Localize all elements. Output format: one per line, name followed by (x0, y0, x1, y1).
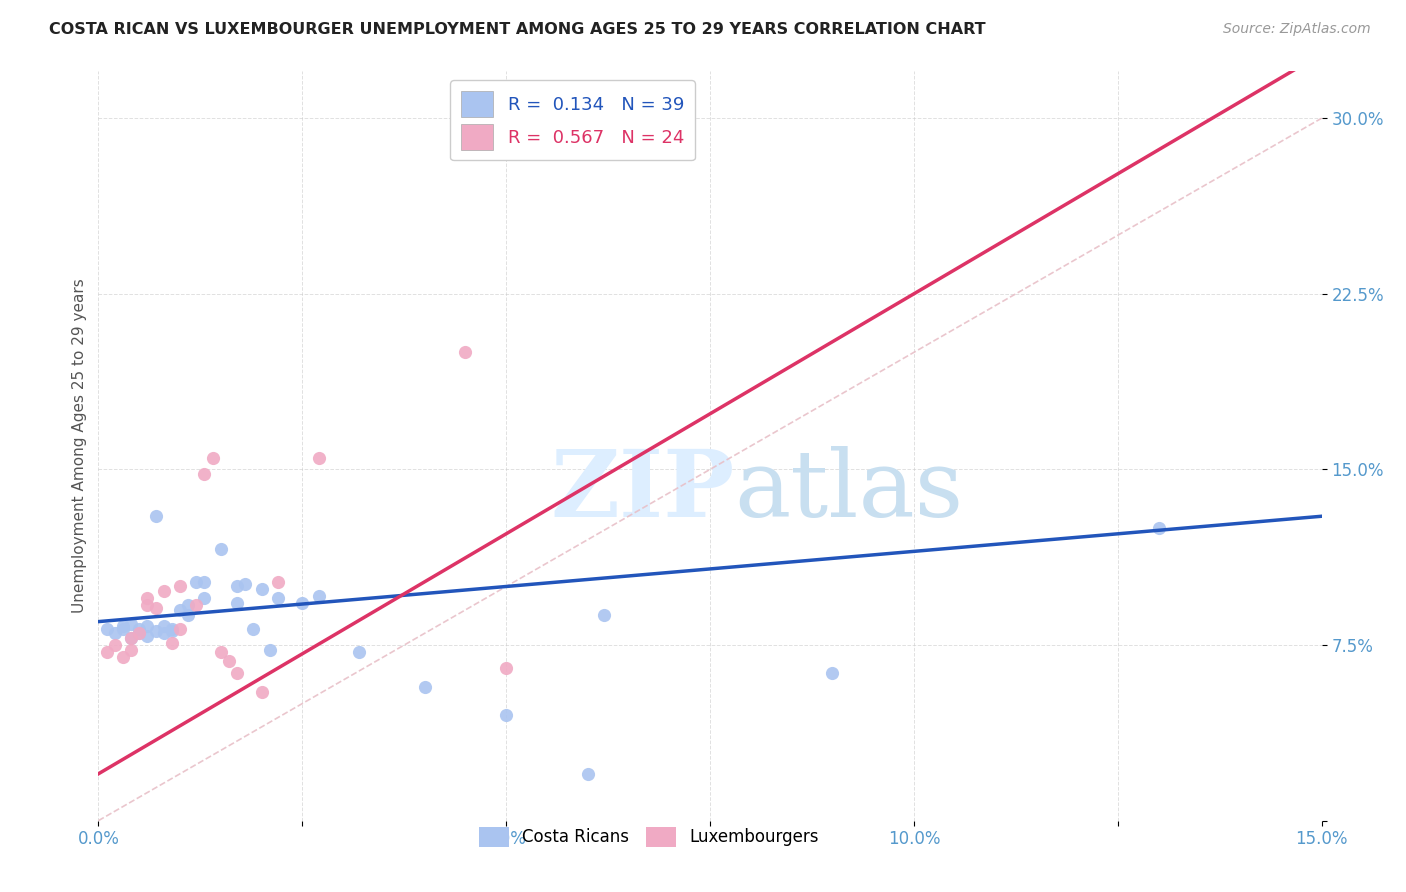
Point (201, 450, 224, 465)
Point (111, 622, 134, 636)
Point (193, 467, 215, 482)
Text: atlas: atlas (734, 446, 963, 536)
Point (308, 450, 330, 465)
Point (413, 680, 436, 694)
Point (169, 622, 191, 636)
Point (291, 596, 314, 610)
Point (145, 509, 167, 524)
Point (193, 591, 215, 606)
Point (209, 541, 232, 557)
Point (193, 574, 215, 589)
Point (136, 619, 159, 633)
Point (186, 599, 208, 613)
Point (186, 574, 208, 589)
Point (209, 645, 232, 659)
Point (495, 708, 517, 723)
Point (104, 626, 127, 640)
Text: ZIP: ZIP (550, 446, 734, 536)
Point (128, 626, 150, 640)
Point (120, 631, 142, 645)
Point (250, 582, 273, 596)
Point (160, 635, 183, 649)
Text: Source: ZipAtlas.com: Source: ZipAtlas.com (1223, 22, 1371, 37)
Point (233, 577, 256, 591)
Point (111, 649, 134, 664)
Legend: Costa Ricans, Luxembourgers: Costa Ricans, Luxembourgers (472, 820, 825, 854)
Point (128, 622, 150, 636)
Point (821, 666, 844, 681)
Point (1147, 521, 1170, 535)
Point (136, 599, 159, 613)
Point (145, 600, 167, 615)
Point (152, 619, 174, 633)
Point (96, 622, 118, 636)
Point (218, 655, 240, 669)
Point (576, 767, 599, 781)
Point (259, 642, 281, 657)
Point (152, 626, 174, 640)
Point (120, 631, 142, 645)
Point (169, 603, 191, 617)
Point (242, 622, 264, 636)
Point (349, 645, 371, 659)
Point (454, 345, 477, 359)
Point (120, 642, 142, 657)
Text: COSTA RICAN VS LUXEMBOURGER UNEMPLOYMENT AMONG AGES 25 TO 29 YEARS CORRELATION C: COSTA RICAN VS LUXEMBOURGER UNEMPLOYMENT… (49, 22, 986, 37)
Point (177, 599, 200, 613)
Point (160, 622, 183, 636)
Point (152, 584, 174, 599)
Point (495, 661, 517, 675)
Point (120, 617, 142, 632)
Y-axis label: Unemployment Among Ages 25 to 29 years: Unemployment Among Ages 25 to 29 years (72, 278, 87, 614)
Point (169, 580, 191, 594)
Point (308, 589, 330, 603)
Point (145, 624, 167, 638)
Point (226, 666, 249, 681)
Point (160, 624, 183, 638)
Point (177, 607, 200, 622)
Point (226, 580, 249, 594)
Point (267, 574, 290, 589)
Point (128, 626, 150, 640)
Point (136, 591, 159, 606)
Point (96, 645, 118, 659)
Point (104, 638, 127, 652)
Point (267, 591, 290, 606)
Point (136, 629, 159, 643)
Point (226, 596, 249, 610)
Point (111, 619, 134, 633)
Point (250, 685, 273, 699)
Point (593, 607, 616, 622)
